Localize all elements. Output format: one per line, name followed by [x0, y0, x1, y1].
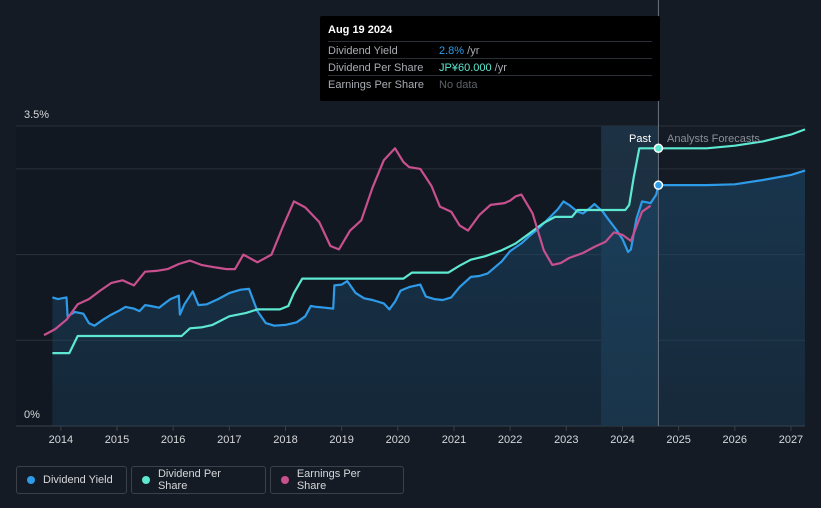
legend-dot-icon: [281, 476, 289, 484]
x-tick-label: 2025: [666, 434, 690, 446]
x-tick-label: 2019: [329, 434, 353, 446]
tooltip-label: Dividend Yield: [328, 45, 398, 57]
tooltip-value-number: 2.8%: [439, 45, 465, 57]
tooltip-value-unit: /yr: [464, 45, 480, 57]
tooltip-row-dividend-per-share: Dividend Per Share JP¥60.000 /yr: [328, 58, 652, 76]
past-label: Past: [629, 133, 651, 145]
tooltip: Aug 19 2024 Dividend Yield 2.8% /yr Divi…: [320, 16, 660, 101]
tooltip-row-dividend-yield: Dividend Yield 2.8% /yr: [328, 41, 652, 59]
dividend-yield-line: [52, 169, 806, 327]
x-tick-label: 2018: [273, 434, 297, 446]
y-axis-top-label: 3.5%: [24, 109, 49, 121]
y-axis-bottom-label: 0%: [24, 409, 40, 421]
x-tick-label: 2014: [49, 434, 73, 446]
x-tick-label: 2016: [161, 434, 185, 446]
tooltip-label: Dividend Per Share: [328, 62, 424, 74]
x-tick-label: 2020: [386, 434, 410, 446]
tooltip-value: No data: [439, 79, 478, 91]
tooltip-value: JP¥60.000 /yr: [439, 62, 507, 74]
dividend-per-share-line: [52, 128, 806, 355]
legend-label: Earnings Per Share: [296, 468, 361, 492]
legend-dot-icon: [27, 476, 35, 484]
dividend-yield-marker: [653, 180, 664, 190]
tooltip-value: 2.8% /yr: [439, 45, 479, 57]
dividend-per-share-marker: [653, 143, 664, 154]
x-tick-label: 2022: [498, 434, 522, 446]
x-tick-label: 2017: [217, 434, 241, 446]
legend-label: Dividend Per Share: [157, 468, 221, 492]
tooltip-value-unit: /yr: [491, 62, 507, 74]
legend-dividend-yield[interactable]: Dividend Yield: [16, 466, 127, 494]
tooltip-row-earnings-per-share: Earnings Per Share No data: [328, 75, 652, 93]
tooltip-label: Earnings Per Share: [328, 79, 424, 91]
legend-dividend-per-share[interactable]: Dividend Per Share: [131, 466, 266, 494]
tooltip-value-number: JP¥60.000: [439, 62, 492, 74]
x-tick-label: 2015: [105, 434, 129, 446]
x-tick-label: 2024: [610, 434, 634, 446]
legend-earnings-per-share[interactable]: Earnings Per Share: [270, 466, 404, 494]
tooltip-date: Aug 19 2024: [328, 24, 393, 36]
earnings-per-share-line: [43, 147, 652, 337]
tooltip-value-number: No data: [439, 79, 478, 91]
x-tick-label: 2027: [779, 434, 803, 446]
legend-dot-icon: [142, 476, 150, 484]
x-tick-label: 2021: [442, 434, 466, 446]
legend-label: Dividend Yield: [43, 474, 113, 486]
x-tick-label: 2026: [723, 434, 747, 446]
forecast-label: Analysts Forecasts: [667, 133, 760, 145]
x-tick-label: 2023: [554, 434, 578, 446]
